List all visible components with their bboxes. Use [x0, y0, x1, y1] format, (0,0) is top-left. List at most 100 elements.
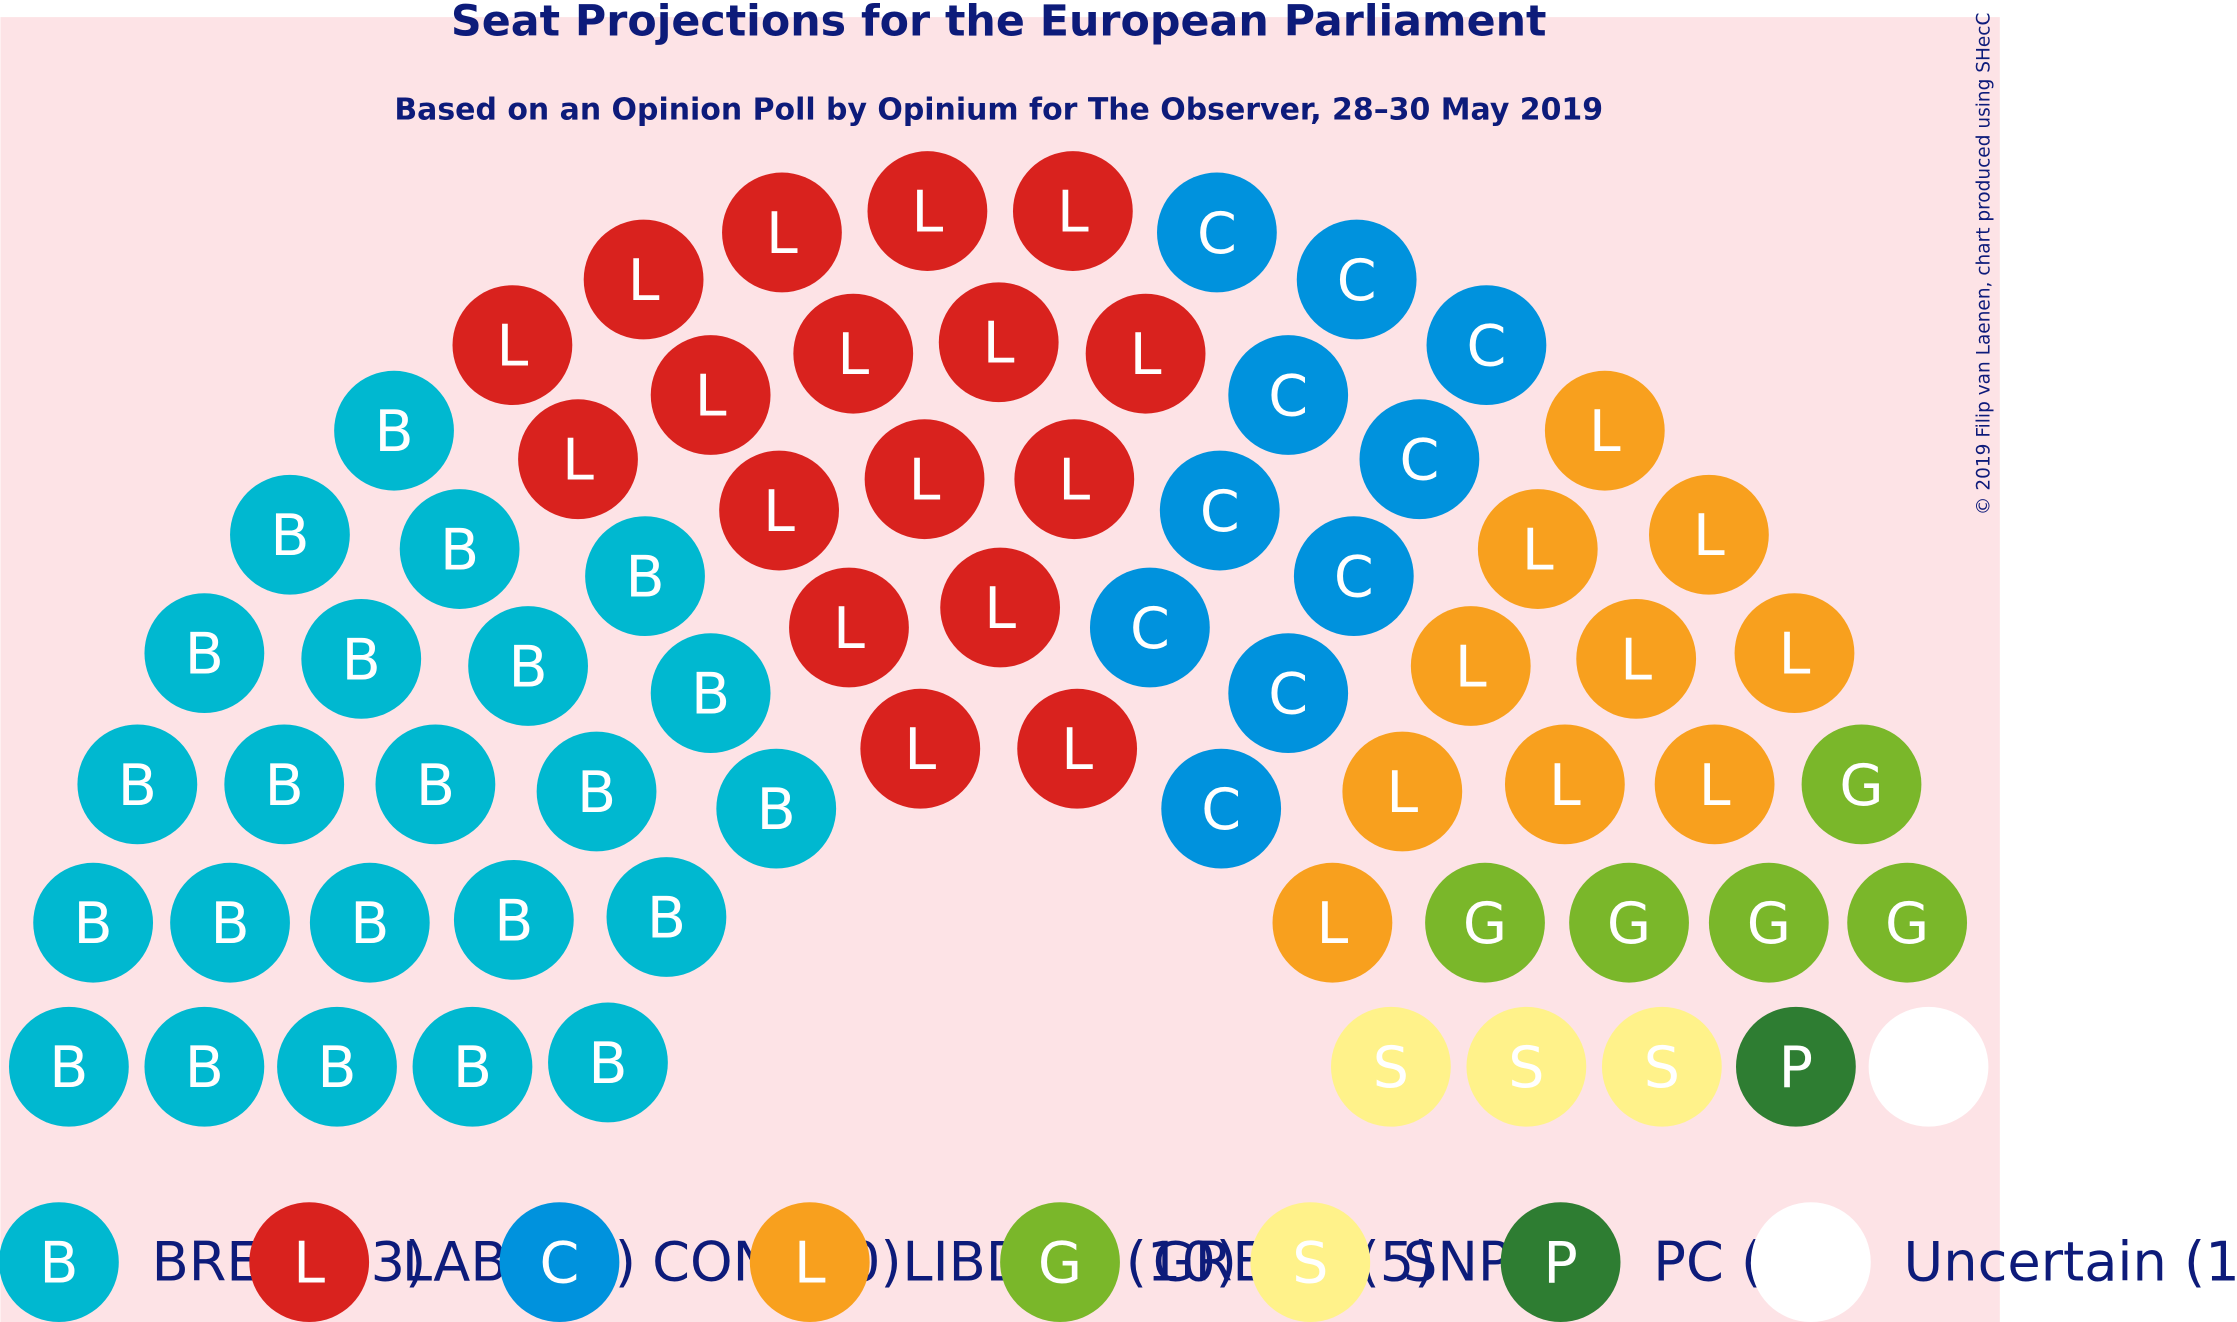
- seat: [1017, 688, 1138, 809]
- seat: [309, 862, 430, 983]
- legend-swatch: [749, 1202, 870, 1322]
- seat-letter: B: [588, 1031, 627, 1097]
- seat: [77, 724, 198, 845]
- seat-letter: L: [1130, 322, 1162, 388]
- legend-swatch: [0, 1202, 119, 1322]
- seat: [1296, 219, 1417, 340]
- seat-letter: B: [691, 662, 730, 728]
- seat: [867, 151, 988, 271]
- legend-letter: L: [293, 1231, 325, 1297]
- seat-letter: L: [1522, 517, 1554, 583]
- seat: [1342, 731, 1463, 852]
- seat-letter: G: [1463, 891, 1507, 957]
- seat: [1601, 1006, 1722, 1127]
- seat-letter: B: [440, 517, 479, 583]
- seat: [1466, 1006, 1587, 1127]
- credit: © 2019 Filip van Laenen, chart produced …: [1974, 13, 1995, 515]
- plot-background: [0, 17, 2000, 1322]
- seat: [230, 474, 350, 595]
- seat-letter: C: [1268, 363, 1308, 429]
- seat: [1157, 172, 1277, 293]
- seat-letter: C: [1467, 314, 1507, 380]
- seat-letter: C: [1268, 662, 1308, 728]
- seat: [170, 862, 290, 983]
- seat-letter: B: [494, 888, 533, 954]
- seat-letter: L: [628, 248, 660, 314]
- seat-letter: B: [350, 891, 389, 957]
- seat-letter: L: [837, 322, 869, 388]
- seat: [399, 489, 520, 609]
- seat-letter: L: [1061, 717, 1093, 783]
- seat: [548, 1002, 668, 1123]
- seat: [860, 688, 981, 809]
- seat: [1228, 335, 1349, 455]
- seat: [1868, 1006, 1989, 1127]
- seat-letter: L: [766, 201, 798, 267]
- seat-letter: L: [904, 717, 936, 783]
- seat: [1012, 151, 1133, 271]
- legend-letter: G: [1038, 1231, 1082, 1297]
- seat: [1159, 450, 1280, 571]
- seat-letter: G: [1885, 891, 1929, 957]
- seat-letter: L: [1589, 399, 1621, 465]
- legend-letter: S: [1292, 1231, 1328, 1297]
- seat-letter: C: [1337, 248, 1377, 314]
- seat: [716, 748, 837, 869]
- seat: [1089, 567, 1210, 688]
- seat: [518, 399, 638, 520]
- legend-swatch: [1250, 1202, 1371, 1322]
- seat-letter: B: [342, 627, 381, 693]
- seat: [33, 862, 154, 983]
- seat-letter: L: [1620, 627, 1652, 693]
- seat: [1425, 862, 1545, 983]
- seat: [722, 172, 842, 293]
- seat: [1477, 489, 1598, 609]
- seat: [536, 731, 657, 852]
- seat: [224, 724, 345, 845]
- legend-letter: P: [1543, 1231, 1577, 1297]
- seat: [1734, 593, 1855, 714]
- seat: [1161, 748, 1282, 869]
- seat: [585, 516, 705, 637]
- seat-letter: L: [1317, 891, 1349, 957]
- seat-letter: L: [1455, 634, 1487, 700]
- legend-swatch: [1000, 1202, 1120, 1322]
- seat: [1649, 474, 1769, 595]
- seat-letter: G: [1607, 891, 1651, 957]
- seat-letter: P: [1779, 1035, 1813, 1101]
- legend-letter: B: [39, 1231, 78, 1297]
- seat: [144, 1006, 265, 1127]
- seat-letter: L: [1549, 753, 1581, 819]
- seat: [375, 724, 496, 845]
- seat: [1708, 862, 1829, 983]
- seat: [1504, 724, 1625, 845]
- seat-letter: L: [562, 428, 594, 494]
- legend-swatch: [1500, 1202, 1621, 1322]
- seat-letter: C: [1200, 479, 1240, 545]
- seat: [1801, 724, 1922, 845]
- seat: [277, 1006, 397, 1127]
- seat: [1293, 516, 1414, 637]
- seat: [650, 335, 771, 455]
- seat: [1330, 1006, 1451, 1127]
- seat-letter: B: [210, 891, 249, 957]
- seat-letter: L: [763, 479, 795, 545]
- seat-letter: L: [497, 314, 529, 380]
- seat-letter: B: [74, 891, 113, 957]
- seat-letter: L: [695, 363, 727, 429]
- seat-letter: L: [1699, 753, 1731, 819]
- seat-letter: L: [983, 311, 1015, 377]
- seat: [8, 1006, 129, 1127]
- seat-letter: B: [49, 1035, 88, 1101]
- legend-letter: L: [794, 1231, 826, 1297]
- seat: [938, 282, 1059, 403]
- seat-letter: B: [185, 622, 224, 688]
- seat: [793, 293, 914, 414]
- seat: [334, 370, 454, 491]
- seat-letter: L: [1057, 179, 1089, 245]
- seat-letter: G: [1839, 753, 1883, 819]
- seat-letter: C: [1399, 428, 1439, 494]
- seat: [1847, 862, 1968, 983]
- seat: [650, 633, 771, 753]
